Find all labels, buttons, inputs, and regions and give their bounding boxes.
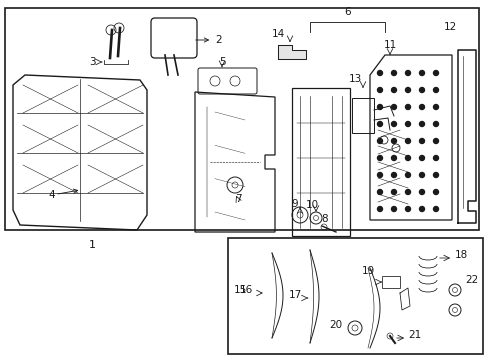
Circle shape — [433, 122, 438, 126]
Circle shape — [377, 156, 382, 161]
Text: 12: 12 — [443, 22, 456, 32]
Circle shape — [377, 139, 382, 144]
Text: 2: 2 — [195, 35, 221, 45]
Circle shape — [433, 104, 438, 109]
Circle shape — [419, 207, 424, 211]
Circle shape — [419, 156, 424, 161]
Circle shape — [433, 139, 438, 144]
Text: 17: 17 — [288, 290, 302, 300]
Circle shape — [391, 87, 396, 93]
Text: 13: 13 — [347, 74, 361, 84]
Text: 14: 14 — [271, 29, 284, 39]
Circle shape — [405, 87, 409, 93]
Text: 3: 3 — [88, 57, 95, 67]
Text: 8: 8 — [321, 214, 327, 224]
Text: 7: 7 — [234, 194, 241, 204]
Bar — [227, 238, 482, 354]
Text: 21: 21 — [407, 330, 420, 340]
Text: 18: 18 — [454, 250, 468, 260]
Text: 1: 1 — [88, 240, 95, 250]
Circle shape — [433, 189, 438, 194]
Circle shape — [433, 71, 438, 76]
Circle shape — [405, 139, 409, 144]
Text: 5: 5 — [218, 57, 225, 67]
Circle shape — [391, 71, 396, 76]
Circle shape — [405, 189, 409, 194]
Circle shape — [391, 139, 396, 144]
Circle shape — [405, 71, 409, 76]
Circle shape — [405, 172, 409, 177]
Text: 15: 15 — [233, 285, 246, 295]
Text: 16: 16 — [239, 285, 252, 295]
Circle shape — [419, 104, 424, 109]
Circle shape — [391, 189, 396, 194]
Circle shape — [391, 104, 396, 109]
Polygon shape — [278, 45, 305, 59]
Circle shape — [419, 122, 424, 126]
Circle shape — [391, 156, 396, 161]
Bar — [351, 98, 373, 133]
Circle shape — [377, 189, 382, 194]
Circle shape — [433, 207, 438, 211]
Circle shape — [419, 189, 424, 194]
Circle shape — [377, 172, 382, 177]
Text: 10: 10 — [305, 200, 318, 210]
Circle shape — [391, 122, 396, 126]
Text: 19: 19 — [361, 266, 374, 276]
Text: 6: 6 — [344, 7, 350, 17]
Circle shape — [405, 207, 409, 211]
Text: 11: 11 — [383, 40, 396, 50]
Bar — [381, 276, 399, 288]
Circle shape — [405, 104, 409, 109]
Circle shape — [433, 87, 438, 93]
Circle shape — [391, 207, 396, 211]
Circle shape — [419, 172, 424, 177]
Text: 20: 20 — [328, 320, 341, 330]
Circle shape — [433, 156, 438, 161]
Circle shape — [419, 71, 424, 76]
Circle shape — [433, 172, 438, 177]
Circle shape — [377, 104, 382, 109]
Circle shape — [377, 87, 382, 93]
Text: 22: 22 — [464, 275, 477, 285]
Circle shape — [405, 122, 409, 126]
Circle shape — [405, 156, 409, 161]
Bar — [291, 88, 349, 236]
Circle shape — [377, 71, 382, 76]
Text: 9: 9 — [291, 199, 298, 209]
Text: 4: 4 — [49, 189, 78, 200]
Circle shape — [419, 139, 424, 144]
Circle shape — [419, 87, 424, 93]
Circle shape — [391, 172, 396, 177]
Circle shape — [377, 207, 382, 211]
Bar — [5, 8, 478, 230]
Circle shape — [377, 122, 382, 126]
